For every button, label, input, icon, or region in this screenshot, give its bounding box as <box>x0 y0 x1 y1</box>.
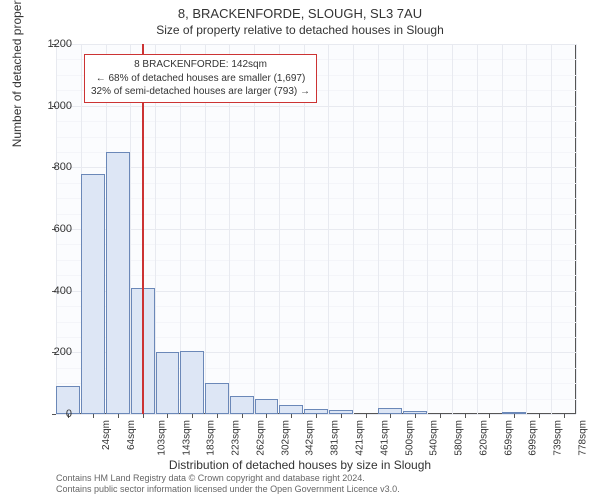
x-tick-label: 739sqm <box>553 420 564 456</box>
chart-container: 8, BRACKENFORDE, SLOUGH, SL3 7AU Size of… <box>0 0 600 500</box>
x-tick-label: 342sqm <box>305 420 316 456</box>
bar <box>81 174 105 415</box>
x-tick-label: 24sqm <box>101 420 112 450</box>
info-line-2: ← 68% of detached houses are smaller (1,… <box>91 72 310 86</box>
chart-title: 8, BRACKENFORDE, SLOUGH, SL3 7AU <box>0 0 600 21</box>
footer: Contains HM Land Registry data © Crown c… <box>56 473 400 496</box>
x-tick-label: 500sqm <box>404 420 415 456</box>
x-tick-label: 699sqm <box>528 420 539 456</box>
footer-line-2: Contains public sector information licen… <box>56 484 400 496</box>
x-tick-label: 381sqm <box>330 420 341 456</box>
y-tick-label: 1000 <box>34 100 72 112</box>
x-tick-label: 659sqm <box>503 420 514 456</box>
y-tick-label: 800 <box>34 161 72 173</box>
x-tick-label: 302sqm <box>280 420 291 456</box>
bar <box>180 351 204 414</box>
chart-subtitle: Size of property relative to detached ho… <box>0 21 600 37</box>
bar <box>255 399 279 414</box>
footer-line-1: Contains HM Land Registry data © Crown c… <box>56 473 400 485</box>
y-tick-label: 600 <box>34 223 72 235</box>
x-tick-label: 580sqm <box>454 420 465 456</box>
bar <box>279 405 303 414</box>
x-tick-label: 461sqm <box>379 420 390 456</box>
x-tick-label: 421sqm <box>355 420 366 456</box>
bar <box>106 152 130 414</box>
info-line-3: 32% of semi-detached houses are larger (… <box>91 85 310 99</box>
x-tick-label: 262sqm <box>256 420 267 456</box>
x-tick-label: 64sqm <box>126 420 137 450</box>
x-axis-label: Distribution of detached houses by size … <box>0 458 600 472</box>
y-tick-label: 0 <box>34 408 72 420</box>
x-tick-label: 540sqm <box>429 420 440 456</box>
x-tick-label: 223sqm <box>231 420 242 456</box>
x-tick-label: 183sqm <box>206 420 217 456</box>
x-tick-label: 778sqm <box>577 420 588 456</box>
bar <box>230 396 254 415</box>
plot-area: 8 BRACKENFORDE: 142sqm ← 68% of detached… <box>56 44 576 414</box>
y-tick-label: 400 <box>34 285 72 297</box>
x-tick-label: 103sqm <box>156 420 167 456</box>
y-tick-label: 1200 <box>34 38 72 50</box>
info-line-1: 8 BRACKENFORDE: 142sqm <box>91 58 310 72</box>
bar <box>205 383 229 414</box>
bar <box>156 352 180 414</box>
y-tick-label: 200 <box>34 346 72 358</box>
y-axis-label: Number of detached properties <box>10 0 24 147</box>
x-tick-label: 620sqm <box>478 420 489 456</box>
info-box: 8 BRACKENFORDE: 142sqm ← 68% of detached… <box>84 54 317 103</box>
x-tick-label: 143sqm <box>181 420 192 456</box>
